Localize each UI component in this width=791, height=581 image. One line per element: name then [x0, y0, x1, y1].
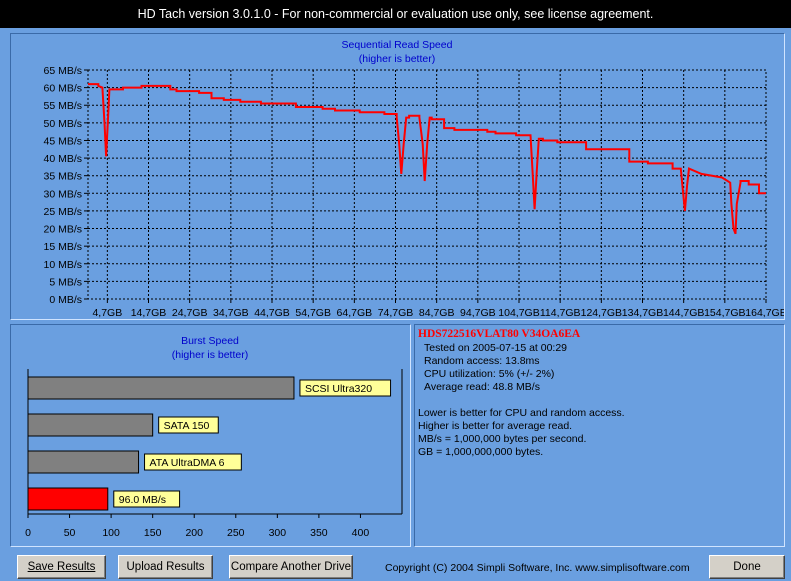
- note-mbs: MB/s = 1,000,000 bytes per second.: [418, 433, 587, 445]
- x-tick-label: 24,7GB: [172, 307, 208, 319]
- x-tick-label: 94,7GB: [460, 307, 496, 319]
- bar-label: ATA UltraDMA 6: [150, 457, 225, 469]
- chart-title: Sequential Read Speed: [342, 39, 453, 51]
- bar-label: SCSI Ultra320: [305, 383, 372, 395]
- sequential-read-chart: Sequential Read Speed (higher is better)…: [43, 39, 786, 319]
- burst-x-tick-label: 150: [144, 527, 162, 539]
- x-tick-label: 124,7GB: [581, 307, 622, 319]
- burst-x-tick-label: 100: [102, 527, 120, 539]
- x-tick-label: 64,7GB: [337, 307, 373, 319]
- x-tick-label: 104,7GB: [498, 307, 539, 319]
- x-tick-label: 154,7GB: [704, 307, 745, 319]
- sequential-read-panel: Sequential Read Speed (higher is better)…: [10, 33, 787, 320]
- done-button[interactable]: Done: [709, 555, 785, 579]
- x-tick-label: 164,7GB: [745, 307, 784, 319]
- compare-drive-button[interactable]: Compare Another Drive: [229, 555, 353, 579]
- bar-label: SATA 150: [164, 420, 210, 432]
- y-tick-label: 55 MB/s: [43, 100, 82, 112]
- cpu-utilization: CPU utilization: 5% (+/- 2%): [424, 368, 555, 380]
- burst-x-tick-label: 0: [25, 527, 31, 539]
- burst-bar: [27, 487, 109, 511]
- y-tick-label: 45 MB/s: [43, 135, 82, 147]
- save-results-button[interactable]: Save Results: [17, 555, 106, 579]
- y-tick-label: 30 MB/s: [43, 188, 82, 200]
- x-tick-label: 14,7GB: [131, 307, 167, 319]
- x-tick-label: 74,7GB: [378, 307, 414, 319]
- y-tick-label: 50 MB/s: [43, 118, 82, 130]
- tested-date: Tested on 2005-07-15 at 00:29: [424, 342, 568, 354]
- y-tick-label: 0 MB/s: [49, 294, 82, 306]
- note-cpu: Lower is better for CPU and random acces…: [418, 407, 625, 419]
- x-tick-label: 54,7GB: [295, 307, 331, 319]
- y-tick-label: 10 MB/s: [43, 259, 82, 271]
- upload-results-label: Upload Results: [126, 561, 205, 573]
- burst-speed-chart: Burst Speed (higher is better) SCSI Ultr…: [25, 335, 403, 539]
- y-tick-label: 20 MB/s: [43, 224, 82, 236]
- drive-model: HDS722516VLAT80 V34OA6EA: [418, 328, 581, 340]
- x-tick-label: 144,7GB: [663, 307, 704, 319]
- burst-x-tick-label: 300: [269, 527, 287, 539]
- y-tick-label: 5 MB/s: [49, 276, 82, 288]
- done-label: Done: [733, 561, 761, 573]
- burst-x-tick-label: 250: [227, 527, 245, 539]
- burst-subtitle: (higher is better): [172, 349, 248, 361]
- burst-bar: [27, 413, 154, 437]
- x-tick-label: 44,7GB: [254, 307, 290, 319]
- bar-label: 96.0 MB/s: [119, 494, 166, 506]
- burst-speed-panel: Burst Speed (higher is better) SCSI Ultr…: [10, 324, 411, 547]
- bar-label-box: [113, 490, 181, 508]
- burst-bar: [27, 450, 140, 474]
- y-tick-label: 25 MB/s: [43, 206, 82, 218]
- compare-drive-label: Compare Another Drive: [230, 561, 352, 573]
- drive-info-panel: HDS722516VLAT80 V34OA6EA Tested on 2005-…: [414, 324, 785, 547]
- burst-bar: [27, 376, 295, 400]
- note-gb: GB = 1,000,000,000 bytes.: [418, 446, 544, 458]
- burst-x-tick-label: 350: [310, 527, 328, 539]
- read-speed-line: [88, 83, 766, 235]
- save-results-label: Save Results: [27, 561, 96, 573]
- bar-label-box: [158, 416, 219, 434]
- note-average: Higher is better for average read.: [418, 420, 573, 432]
- burst-x-tick-label: 400: [352, 527, 370, 539]
- x-tick-label: 114,7GB: [540, 307, 581, 319]
- plot-area: [87, 69, 767, 300]
- burst-title: Burst Speed: [181, 335, 239, 347]
- copyright-text: Copyright (C) 2004 Simpli Software, Inc.…: [385, 562, 690, 574]
- y-tick-label: 65 MB/s: [43, 65, 82, 77]
- x-tick-label: 4,7GB: [92, 307, 122, 319]
- random-access: Random access: 13.8ms: [424, 355, 540, 367]
- upload-results-button[interactable]: Upload Results: [118, 555, 213, 579]
- burst-x-tick-label: 200: [185, 527, 203, 539]
- average-read: Average read: 48.8 MB/s: [424, 381, 540, 393]
- y-tick-label: 15 MB/s: [43, 241, 82, 253]
- bar-label-box: [299, 379, 392, 397]
- x-tick-label: 134,7GB: [622, 307, 663, 319]
- x-tick-label: 84,7GB: [419, 307, 455, 319]
- window-title: HD Tach version 3.0.1.0 - For non-commer…: [0, 0, 791, 28]
- bar-label-box: [144, 453, 242, 471]
- x-tick-label: 34,7GB: [213, 307, 249, 319]
- burst-x-tick-label: 50: [64, 527, 76, 539]
- y-tick-label: 40 MB/s: [43, 153, 82, 165]
- chart-subtitle: (higher is better): [359, 53, 435, 65]
- y-tick-label: 60 MB/s: [43, 83, 82, 95]
- y-tick-label: 35 MB/s: [43, 171, 82, 183]
